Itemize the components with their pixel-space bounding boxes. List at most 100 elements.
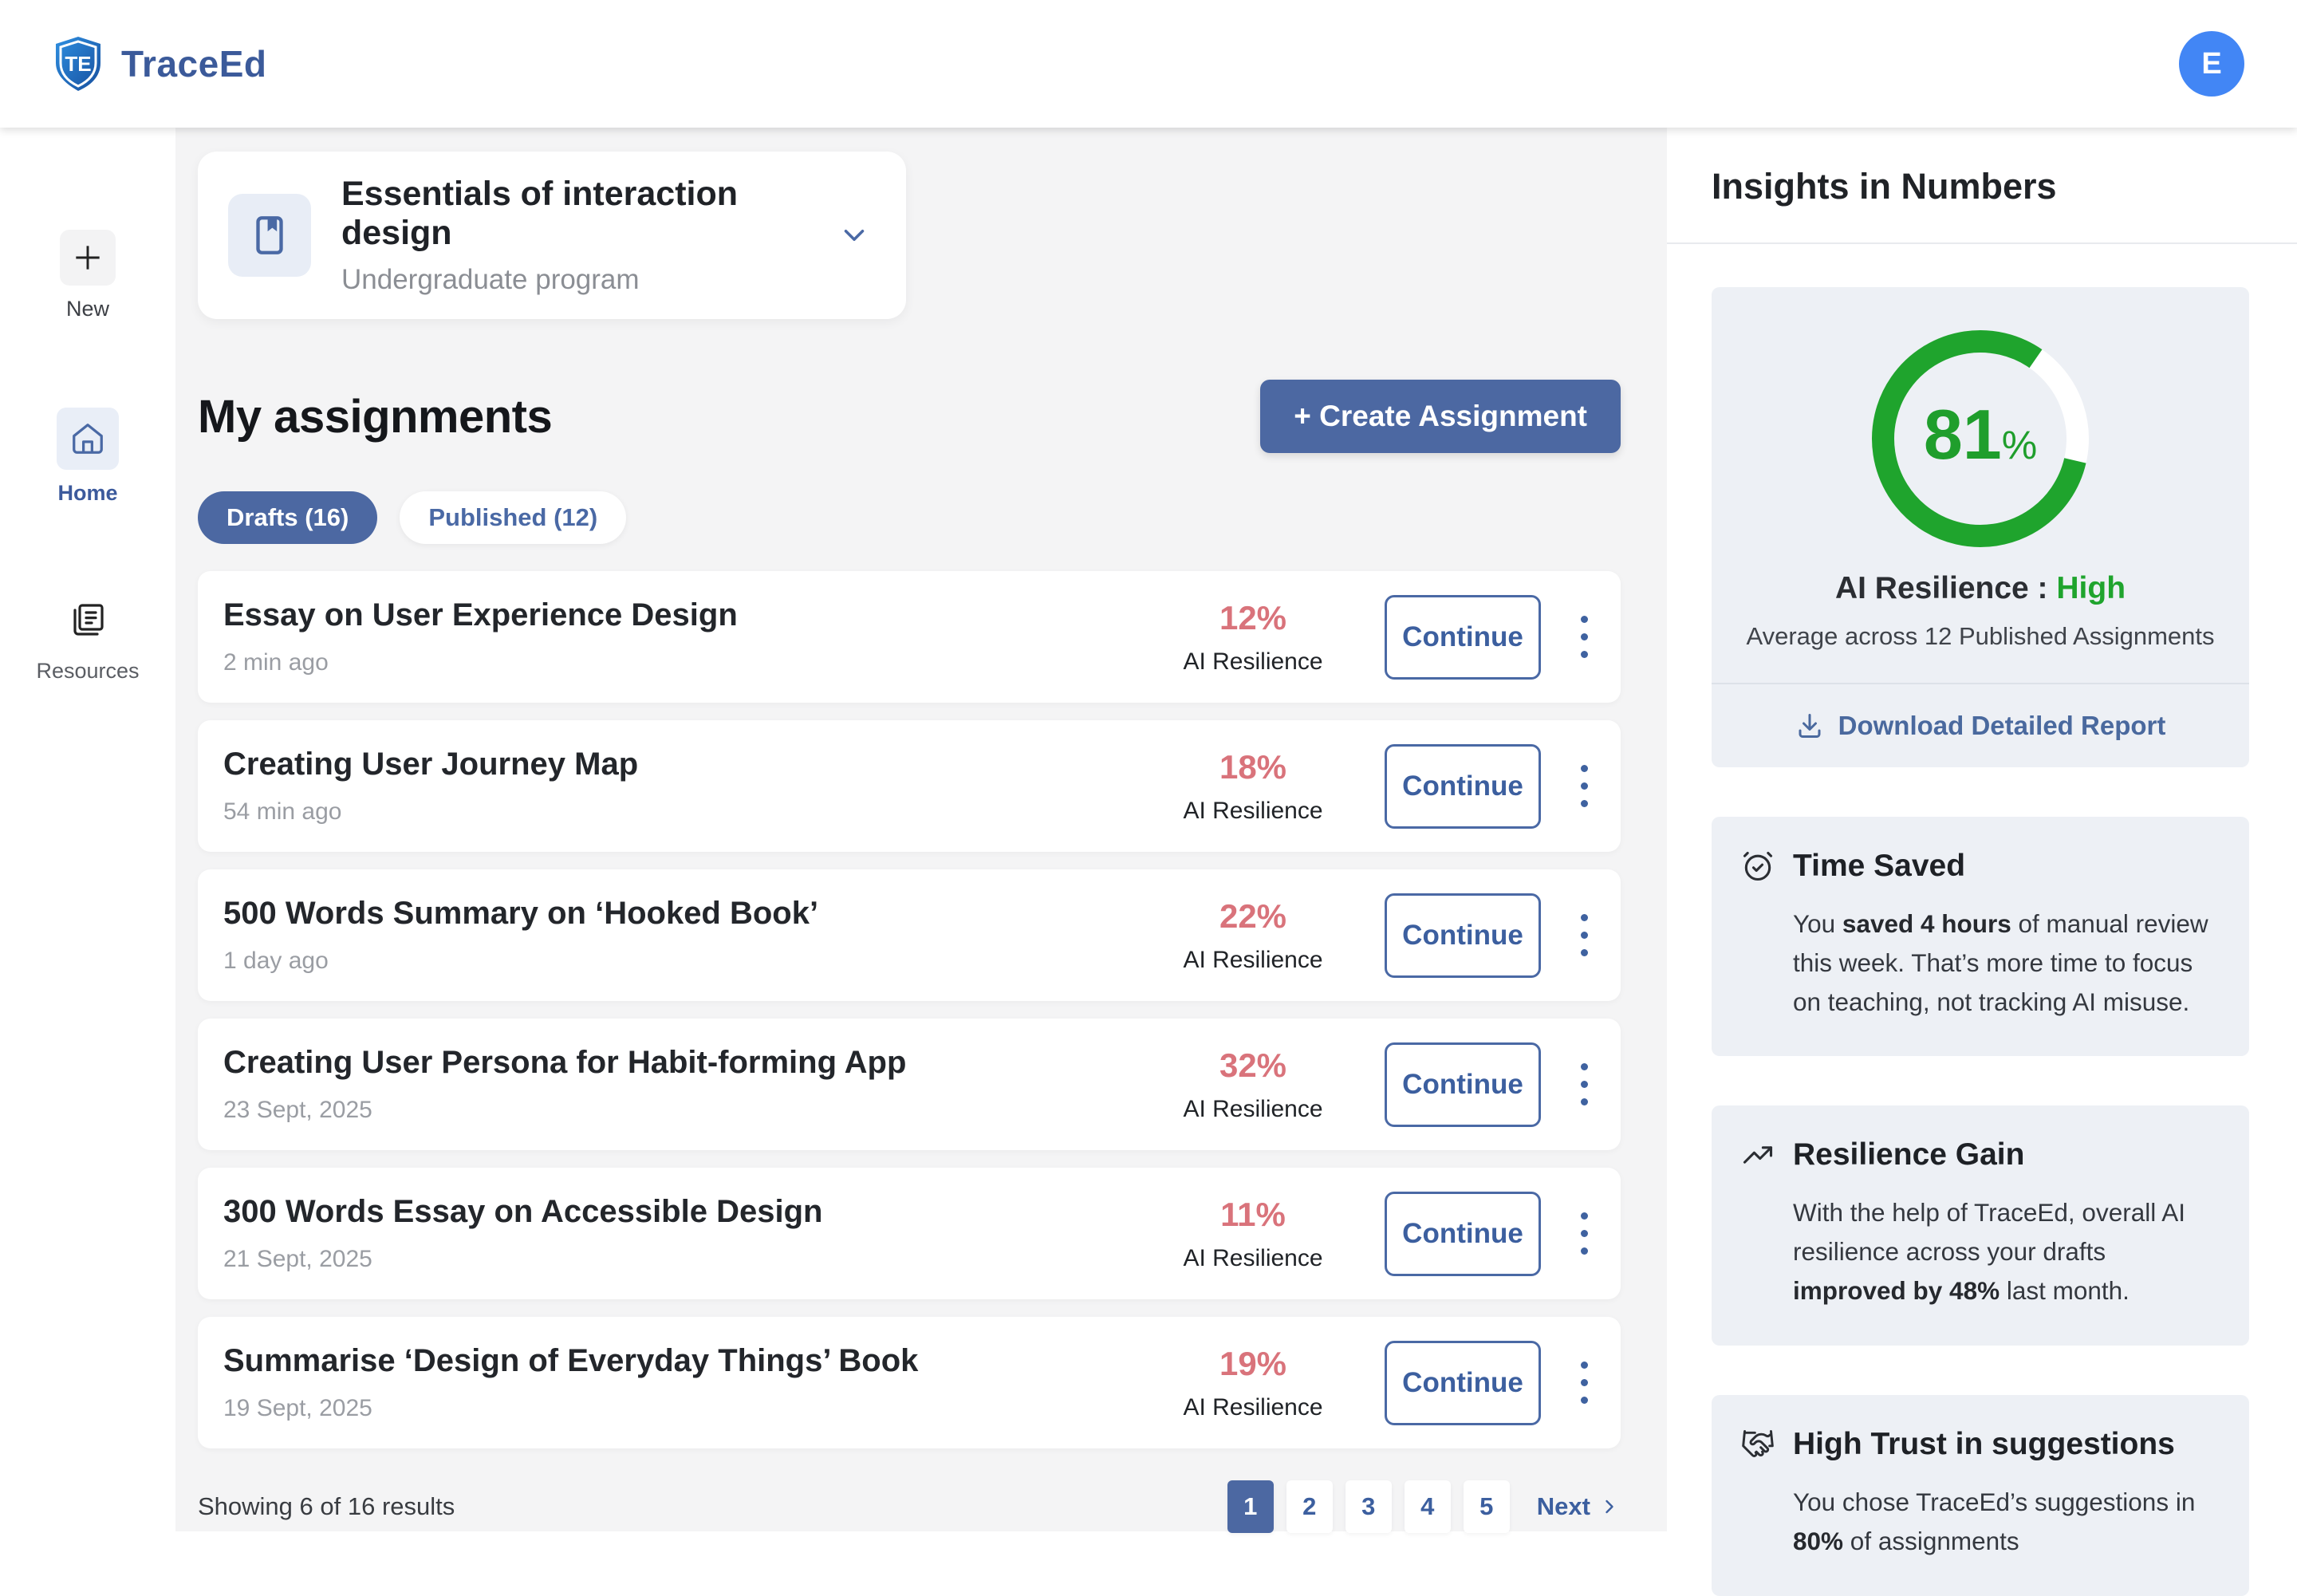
card-title: Resilience Gain bbox=[1793, 1137, 2025, 1172]
page-button-2[interactable]: 2 bbox=[1286, 1480, 1333, 1533]
continue-button[interactable]: Continue bbox=[1385, 1042, 1541, 1127]
resilience-donut-arc bbox=[1872, 330, 2089, 547]
book-icon bbox=[228, 194, 311, 277]
continue-button[interactable]: Continue bbox=[1385, 743, 1541, 829]
chevron-down-icon[interactable] bbox=[837, 219, 871, 252]
resilience-value: 11% bbox=[1220, 1195, 1286, 1233]
trending-up-icon bbox=[1740, 1137, 1775, 1172]
sidebar-item-label: Home bbox=[57, 481, 118, 505]
resilience-label: AI Resilience bbox=[1183, 1095, 1323, 1122]
assignment-list: Essay on User Experience Design 2 min ag… bbox=[198, 571, 1621, 1448]
sidebar-item-label: Resources bbox=[36, 659, 140, 683]
resilience-label-prefix: AI Resilience : bbox=[1834, 571, 2048, 605]
resilience-label: AI Resilience bbox=[1183, 648, 1323, 675]
home-icon bbox=[57, 408, 119, 470]
resilience-donut-chart: 81% bbox=[1872, 330, 2089, 547]
body-text: of assignments bbox=[1843, 1526, 2019, 1555]
next-page-link[interactable]: Next bbox=[1537, 1492, 1621, 1521]
kebab-menu-icon[interactable] bbox=[1568, 893, 1600, 978]
resilience-value: 19% bbox=[1219, 1344, 1287, 1382]
sidebar-item-label: New bbox=[65, 297, 109, 321]
divider bbox=[1712, 683, 2249, 684]
plus-icon bbox=[60, 230, 116, 286]
assignment-title: 300 Words Essay on Accessible Design bbox=[223, 1194, 823, 1229]
course-title: Essentials of interaction design bbox=[341, 175, 739, 252]
assignment-title: Summarise ‘Design of Everyday Things’ Bo… bbox=[223, 1343, 919, 1378]
resilience-label: AI Resilience bbox=[1183, 1244, 1323, 1271]
table-row: Summarise ‘Design of Everyday Things’ Bo… bbox=[198, 1317, 1621, 1448]
course-subtitle: Undergraduate program bbox=[341, 264, 640, 295]
page-button-5[interactable]: 5 bbox=[1463, 1480, 1510, 1533]
results-summary: Showing 6 of 16 results bbox=[198, 1492, 455, 1520]
table-row: 500 Words Summary on ‘Hooked Book’ 1 day… bbox=[198, 869, 1621, 1001]
kebab-menu-icon[interactable] bbox=[1568, 1341, 1600, 1425]
page-button-4[interactable]: 4 bbox=[1404, 1480, 1451, 1533]
kebab-menu-icon[interactable] bbox=[1568, 595, 1600, 680]
resilience-label: AI Resilience bbox=[1183, 1393, 1323, 1421]
pagination: Showing 6 of 16 results 1 2 3 4 5 Next bbox=[198, 1480, 1621, 1533]
resilience-caption: Average across 12 Published Assignments bbox=[1746, 622, 2215, 650]
app-header: TE TraceEd E bbox=[0, 0, 2297, 128]
card-body: With the help of TraceEd, overall AI res… bbox=[1793, 1193, 2214, 1310]
assignment-time: 2 min ago bbox=[223, 649, 329, 676]
assignment-time: 23 Sept, 2025 bbox=[223, 1097, 372, 1123]
body-text: With the help of TraceEd, overall AI res… bbox=[1793, 1198, 2186, 1267]
divider bbox=[1667, 242, 2297, 244]
tab-published[interactable]: Published (12) bbox=[400, 491, 627, 544]
next-label: Next bbox=[1536, 1492, 1590, 1520]
handshake-icon bbox=[1740, 1427, 1775, 1462]
resilience-value: 18% bbox=[1219, 747, 1287, 786]
donut-unit: % bbox=[2002, 423, 2037, 467]
resilience-gain-card: Resilience Gain With the help of TraceEd… bbox=[1712, 1105, 2249, 1346]
resources-icon bbox=[60, 592, 116, 648]
svg-text:81%: 81% bbox=[1924, 395, 2037, 474]
svg-text:TE: TE bbox=[65, 52, 91, 76]
body-text: You bbox=[1793, 909, 1842, 938]
resilience-value: 32% bbox=[1219, 1046, 1287, 1084]
assignment-tabs: Drafts (16) Published (12) bbox=[198, 491, 1621, 544]
resilience-value: 12% bbox=[1219, 598, 1287, 636]
chevron-right-icon bbox=[1598, 1496, 1621, 1518]
page-button-1[interactable]: 1 bbox=[1227, 1480, 1274, 1533]
high-trust-card: High Trust in suggestions You chose Trac… bbox=[1712, 1394, 2249, 1596]
page-button-3[interactable]: 3 bbox=[1345, 1480, 1392, 1533]
insights-panel: Insights in Numbers 81% AI Resilience : … bbox=[1667, 128, 2297, 1596]
assignment-time: 21 Sept, 2025 bbox=[223, 1246, 372, 1272]
sidebar-item-new[interactable]: New bbox=[60, 230, 116, 321]
body-text: last month. bbox=[2000, 1276, 2130, 1306]
resilience-level: High bbox=[2056, 571, 2126, 605]
download-report-link[interactable]: Download Detailed Report bbox=[1712, 684, 2249, 767]
table-row: 300 Words Essay on Accessible Design 21 … bbox=[198, 1168, 1621, 1299]
continue-button[interactable]: Continue bbox=[1385, 1191, 1541, 1276]
assignment-time: 1 day ago bbox=[223, 948, 329, 974]
card-title: Time Saved bbox=[1793, 849, 1966, 883]
main-content: Essentials of interaction design Undergr… bbox=[175, 128, 1667, 1533]
resilience-label: AI Resilience bbox=[1183, 797, 1323, 824]
insights-heading: Insights in Numbers bbox=[1712, 166, 2057, 207]
kebab-menu-icon[interactable] bbox=[1568, 744, 1600, 829]
continue-button[interactable]: Continue bbox=[1385, 893, 1541, 978]
continue-button[interactable]: Continue bbox=[1385, 1340, 1541, 1425]
assignment-title: Essay on User Experience Design bbox=[223, 597, 738, 632]
card-title: High Trust in suggestions bbox=[1793, 1426, 2175, 1461]
card-body: You saved 4 hours of manual review this … bbox=[1793, 904, 2214, 1021]
sidebar-item-resources[interactable]: Resources bbox=[36, 592, 140, 684]
brand-logo[interactable]: TE TraceEd bbox=[53, 35, 267, 93]
user-avatar[interactable]: E bbox=[2179, 31, 2244, 97]
resilience-summary-card: 81% AI Resilience : High Average across … bbox=[1712, 287, 2249, 767]
sidebar-item-home[interactable]: Home bbox=[57, 408, 119, 506]
kebab-menu-icon[interactable] bbox=[1568, 1042, 1600, 1127]
tab-drafts[interactable]: Drafts (16) bbox=[198, 491, 378, 544]
download-icon bbox=[1795, 711, 1824, 740]
kebab-menu-icon[interactable] bbox=[1568, 1192, 1600, 1276]
body-bold-text: improved by 48% bbox=[1793, 1276, 2000, 1306]
brand-name: TraceEd bbox=[121, 43, 267, 85]
page-title: My assignments bbox=[198, 390, 553, 443]
create-assignment-button[interactable]: + Create Assignment bbox=[1260, 380, 1621, 453]
course-selector[interactable]: Essentials of interaction design Undergr… bbox=[198, 152, 906, 319]
card-body: You chose TraceEd’s suggestions in 80% o… bbox=[1793, 1483, 2214, 1561]
continue-button[interactable]: Continue bbox=[1385, 594, 1541, 680]
body-bold-text: saved 4 hours bbox=[1842, 909, 2011, 938]
download-label: Download Detailed Report bbox=[1838, 711, 2166, 740]
table-row: Creating User Persona for Habit-forming … bbox=[198, 1019, 1621, 1150]
